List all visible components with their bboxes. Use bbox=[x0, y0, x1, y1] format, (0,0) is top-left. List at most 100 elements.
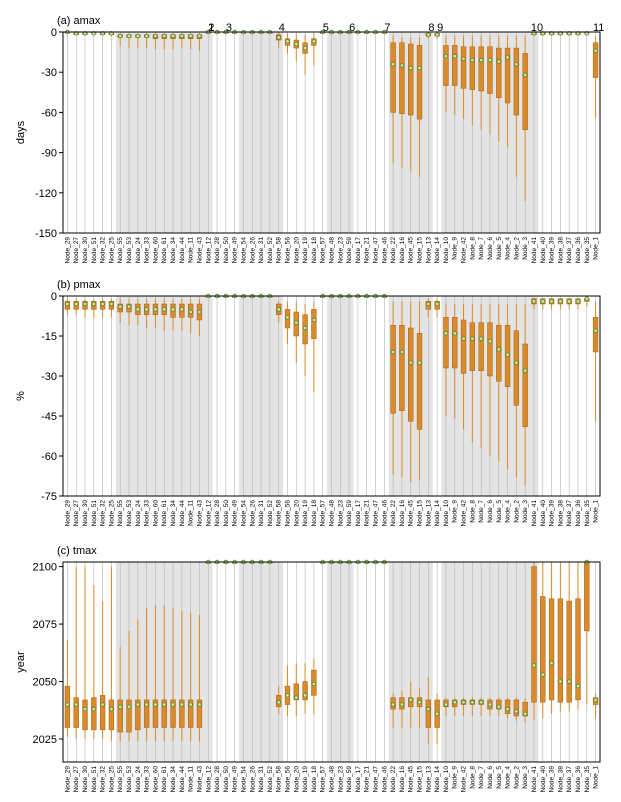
median-marker bbox=[276, 700, 281, 705]
median-marker bbox=[426, 32, 431, 37]
median-marker bbox=[294, 320, 299, 325]
x-tick-label: Node_59 bbox=[346, 500, 353, 527]
x-tick-label: Node_1 bbox=[593, 500, 600, 523]
y-tick-label: -75 bbox=[41, 491, 57, 503]
x-tick-label: Node_30 bbox=[82, 500, 89, 527]
x-tick-label: Node_8 bbox=[469, 766, 476, 789]
x-tick-label: Node_53 bbox=[126, 237, 133, 264]
x-tick-label: Node_47 bbox=[373, 237, 380, 264]
box bbox=[496, 325, 502, 382]
box bbox=[548, 598, 555, 701]
x-tick-label: Node_17 bbox=[355, 500, 362, 527]
median-marker bbox=[126, 704, 132, 710]
x-tick-label: Node_48 bbox=[329, 766, 336, 793]
x-tick-label: Node_52 bbox=[267, 500, 274, 527]
cluster-label: 11 bbox=[593, 22, 604, 34]
median-marker bbox=[118, 33, 123, 39]
x-tick-label: Node_50 bbox=[223, 500, 230, 527]
x-tick-label: Node_57 bbox=[320, 500, 327, 527]
box bbox=[504, 699, 511, 714]
x-tick-label: Node_54 bbox=[240, 500, 247, 527]
x-tick-label: Node_13 bbox=[425, 500, 432, 527]
x-tick-label: Node_11 bbox=[188, 237, 195, 263]
box bbox=[143, 699, 150, 728]
x-tick-label: Node_40 bbox=[540, 237, 547, 264]
median-marker bbox=[162, 702, 167, 707]
x-tick-label: Node_13 bbox=[425, 237, 432, 264]
box bbox=[496, 699, 502, 710]
median-marker bbox=[65, 702, 70, 707]
median-marker bbox=[179, 307, 185, 312]
x-tick-label: Node_14 bbox=[434, 237, 441, 264]
x-tick-label: Node_23 bbox=[337, 500, 344, 527]
median-marker bbox=[566, 299, 572, 304]
x-tick-label: Node_60 bbox=[152, 237, 159, 264]
x-tick-label: Node_1 bbox=[593, 766, 600, 789]
box bbox=[478, 46, 484, 92]
median-marker bbox=[593, 48, 598, 53]
x-tick-label: Node_61 bbox=[161, 766, 168, 793]
median-marker bbox=[558, 299, 563, 304]
median-marker bbox=[452, 331, 457, 336]
x-tick-label: Node_44 bbox=[179, 500, 186, 527]
median-marker bbox=[575, 299, 581, 304]
median-marker bbox=[294, 41, 299, 47]
x-tick-label: Node_44 bbox=[179, 237, 186, 264]
x-tick-label: Node_13 bbox=[425, 766, 432, 793]
median-marker bbox=[470, 700, 475, 705]
x-tick-label: Node_7 bbox=[478, 237, 485, 260]
median-marker bbox=[470, 57, 475, 63]
median-marker bbox=[144, 33, 149, 39]
x-tick-label: Node_5 bbox=[496, 237, 503, 260]
x-tick-label: Node_9 bbox=[452, 237, 459, 260]
x-tick-label: Node_22 bbox=[390, 500, 397, 527]
x-tick-label: Node_57 bbox=[320, 766, 327, 793]
box bbox=[513, 330, 520, 406]
x-tick-label: Node_4 bbox=[505, 766, 512, 789]
x-tick-label: Node_27 bbox=[73, 766, 80, 793]
y-tick-label: -45 bbox=[41, 411, 57, 423]
x-tick-label: Node_38 bbox=[557, 237, 564, 264]
x-tick-label: Node_34 bbox=[170, 500, 177, 527]
median-marker bbox=[531, 663, 537, 668]
median-marker bbox=[390, 702, 396, 707]
median-marker bbox=[100, 702, 105, 707]
median-marker bbox=[170, 33, 176, 39]
median-marker bbox=[126, 304, 132, 309]
x-tick-label: Node_7 bbox=[478, 766, 485, 789]
x-tick-label: Node_37 bbox=[566, 500, 573, 527]
median-marker bbox=[197, 309, 202, 315]
median-marker bbox=[91, 706, 97, 712]
x-tick-label: Node_39 bbox=[549, 500, 556, 527]
box bbox=[540, 596, 546, 703]
box bbox=[566, 600, 572, 703]
box bbox=[196, 699, 203, 728]
x-tick-label: Node_12 bbox=[205, 766, 212, 793]
x-tick-label: Node_33 bbox=[144, 766, 151, 793]
x-tick-label: Node_15 bbox=[417, 237, 424, 264]
x-tick-label: Node_27 bbox=[73, 237, 80, 264]
x-tick-label: Node_19 bbox=[302, 500, 309, 527]
x-tick-label: Node_32 bbox=[100, 500, 107, 527]
box bbox=[513, 47, 520, 116]
median-marker bbox=[487, 339, 493, 344]
median-marker bbox=[470, 336, 475, 341]
x-tick-label: Node_58 bbox=[276, 766, 283, 793]
x-tick-label: Node_48 bbox=[329, 500, 336, 527]
median-marker bbox=[434, 711, 440, 716]
x-tick-label: Node_2 bbox=[513, 500, 520, 523]
panel-1: 0 -30 -60 -90 -120 -150 days (a) amax 12 3 4 5 6 7 8 9 1… bbox=[15, 15, 604, 263]
median-marker bbox=[478, 700, 484, 705]
box bbox=[504, 47, 511, 104]
x-tick-label: Node_31 bbox=[258, 500, 265, 527]
x-tick-label: Node_37 bbox=[566, 766, 573, 793]
x-tick-label: Node_6 bbox=[487, 766, 494, 789]
box bbox=[390, 42, 396, 113]
x-tick-label: Node_39 bbox=[549, 766, 556, 793]
x-tick-label: Node_42 bbox=[461, 237, 468, 264]
x-tick-label: Node_25 bbox=[108, 237, 115, 264]
x-tick-label: Node_21 bbox=[364, 237, 371, 264]
y-tick-label: -60 bbox=[41, 107, 57, 119]
x-tick-label: Node_49 bbox=[232, 766, 239, 793]
